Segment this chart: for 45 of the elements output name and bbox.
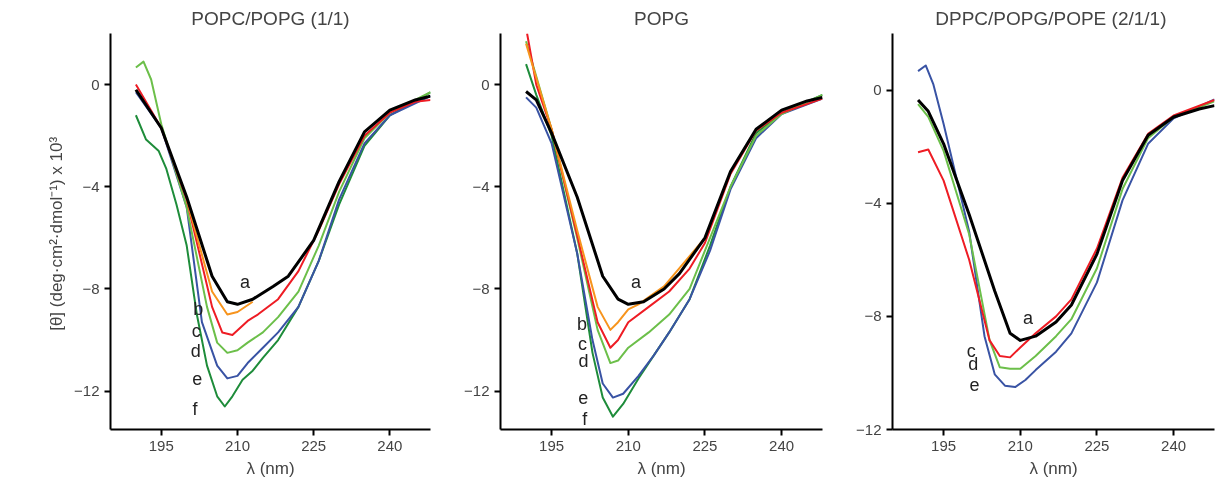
annotation: c — [191, 321, 201, 342]
x-tick-label: 195 — [148, 436, 174, 454]
x-axis-title: λ (nm) — [246, 458, 295, 478]
y-tick-label: −4 — [472, 177, 490, 195]
annotation: b — [577, 314, 588, 335]
y-tick-label: −8 — [472, 279, 490, 297]
y-tick-label: −8 — [82, 279, 100, 297]
x-tick-label: 225 — [1084, 436, 1110, 454]
y-tick-label: −12 — [464, 382, 490, 400]
x-tick-label: 240 — [769, 436, 795, 454]
x-axis-title: λ (nm) — [1029, 458, 1078, 478]
annotation: a — [240, 272, 252, 293]
y-tick-label: −4 — [82, 177, 100, 195]
annotation: f — [192, 398, 199, 419]
x-axis-title: λ (nm) — [637, 458, 686, 478]
chart-title: POPG — [634, 7, 689, 29]
annotation: f — [582, 409, 589, 430]
y-tick-label: 0 — [873, 81, 882, 99]
chart-title: POPC/POPG (1/1) — [191, 7, 350, 29]
x-tick-label: 195 — [539, 436, 565, 454]
y-tick-label: −4 — [864, 194, 882, 212]
y-axis-title: [θ] (deg·cm²·dmol⁻¹) x 10³ — [47, 136, 67, 331]
annotation: e — [578, 388, 589, 409]
y-tick-label: 0 — [481, 75, 490, 93]
y-tick-label: −12 — [74, 382, 100, 400]
x-tick-label: 225 — [692, 436, 718, 454]
chart-title: DPPC/POPG/POPE (2/1/1) — [935, 7, 1167, 29]
x-tick-label: 240 — [377, 436, 403, 454]
line-series — [524, 89, 823, 306]
y-tick-label: 0 — [91, 75, 100, 93]
annotation: a — [1022, 308, 1034, 329]
line-series — [917, 64, 1215, 389]
annotation: e — [192, 369, 203, 390]
y-tick-label: −8 — [864, 307, 882, 325]
annotation: d — [190, 341, 201, 362]
x-tick-label: 195 — [931, 436, 957, 454]
line-series — [185, 198, 254, 316]
annotation: a — [630, 272, 642, 293]
x-tick-label: 240 — [1161, 436, 1187, 454]
y-tick-label: −12 — [856, 420, 882, 438]
x-tick-label: 210 — [224, 436, 250, 454]
x-tick-label: 210 — [1007, 436, 1033, 454]
annotation: e — [969, 375, 980, 396]
x-tick-label: 225 — [301, 436, 327, 454]
x-tick-label: 210 — [615, 436, 641, 454]
